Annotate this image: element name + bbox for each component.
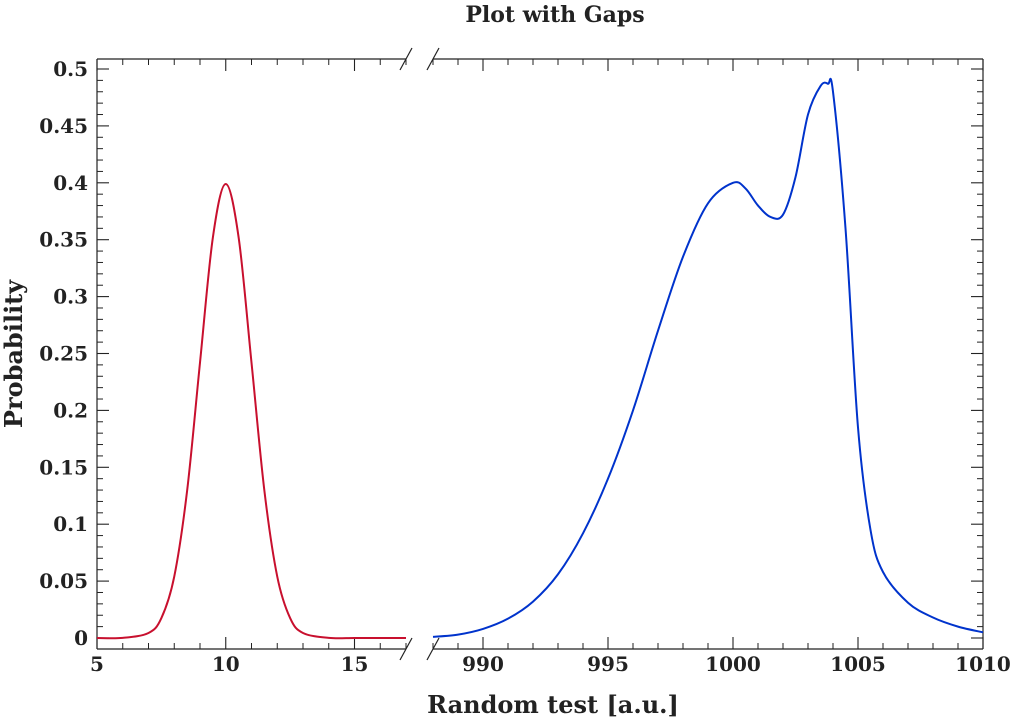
y-tick-label: 0.15: [39, 455, 88, 479]
y-tick-label: 0.3: [53, 285, 88, 309]
x-axis-label: Random test [a.u.]: [427, 690, 679, 719]
x-tick-label: 995: [587, 652, 629, 676]
y-tick-label: 0.35: [39, 228, 88, 252]
y-tick-label: 0.05: [39, 569, 88, 593]
series-line-0: [96, 182, 406, 640]
y-tick-label: 0.25: [39, 342, 88, 366]
y-tick-label: 0.2: [53, 398, 88, 422]
x-tick-label: 10: [212, 652, 240, 676]
x-tick-label: 1000: [705, 652, 761, 676]
series-line-1: [432, 77, 984, 638]
y-tick-label: 0.1: [53, 512, 88, 536]
x-tick-label: 5: [90, 652, 104, 676]
chart-title: Plot with Gaps: [465, 2, 644, 28]
plot-area: 00.050.10.150.20.250.30.350.40.450.55 10 1…: [39, 47, 1011, 676]
x-tick-label: 15: [341, 652, 369, 676]
x-tick-label: 1005: [830, 652, 886, 676]
y-tick-label: 0.5: [53, 57, 88, 81]
x-tick-label: 990: [462, 652, 504, 676]
x-tick-label: 1010: [955, 652, 1011, 676]
y-tick-label: 0.4: [53, 171, 88, 195]
y-tick-label: 0.45: [39, 114, 88, 138]
y-tick-label: 0: [74, 626, 88, 650]
y-axis-label: Probability: [0, 279, 28, 428]
